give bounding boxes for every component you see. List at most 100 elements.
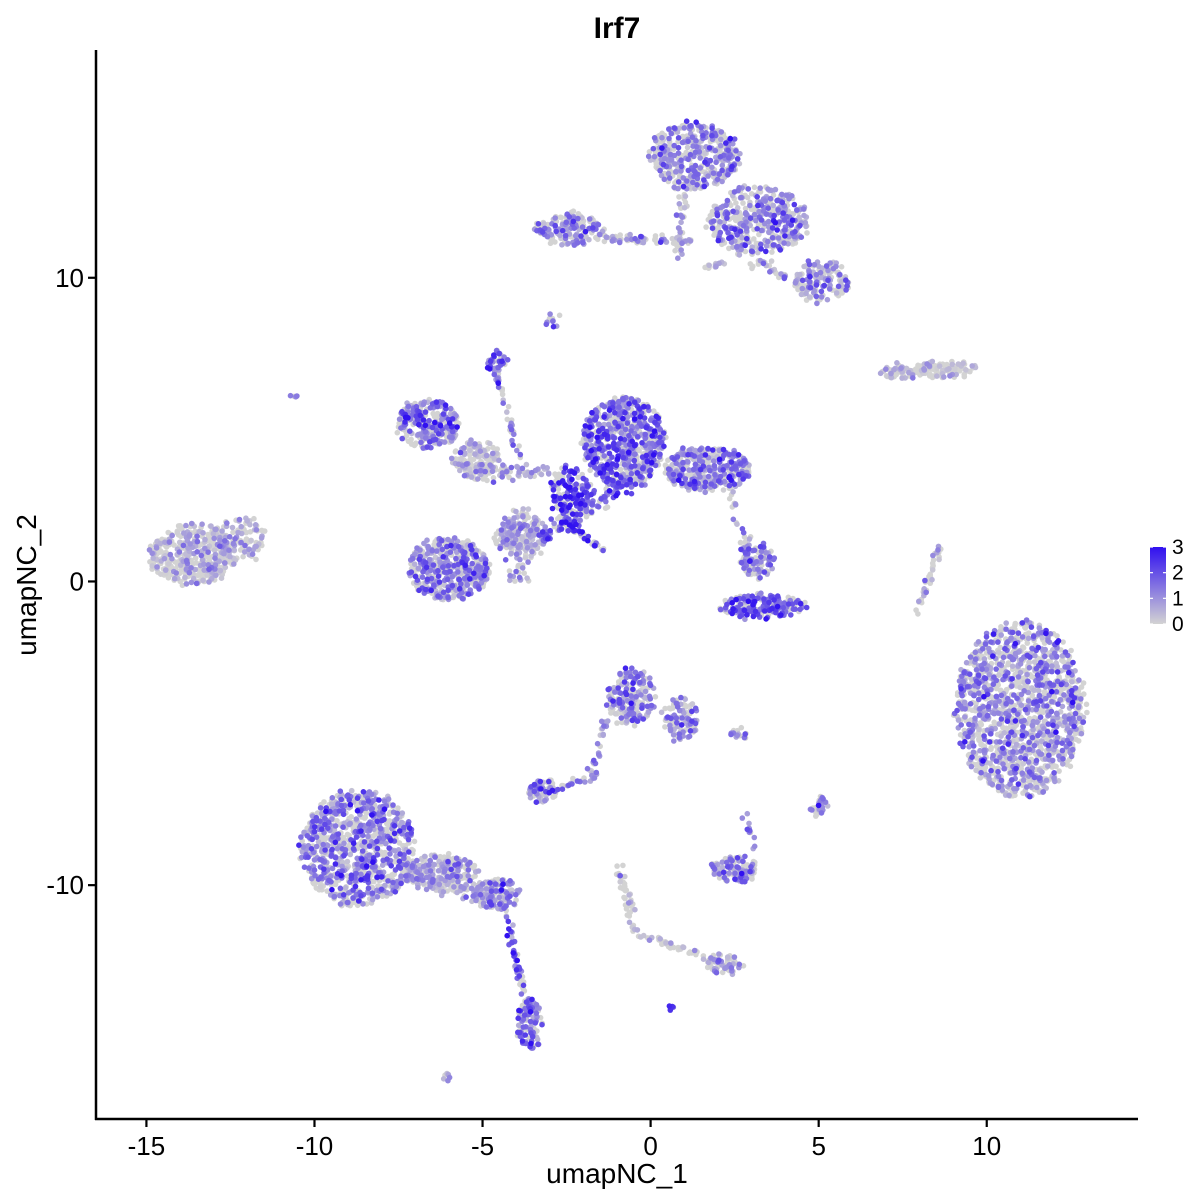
data-point [1068, 647, 1074, 654]
data-point [746, 536, 753, 542]
data-point [342, 885, 349, 891]
data-point [744, 194, 751, 201]
data-point [703, 224, 709, 230]
data-point [1078, 684, 1085, 690]
data-point [259, 527, 265, 534]
data-point [899, 375, 905, 381]
data-point [751, 184, 758, 191]
data-point [1084, 709, 1090, 716]
data-point [929, 567, 936, 573]
data-point [803, 290, 809, 297]
data-point [248, 537, 254, 544]
data-point [751, 236, 757, 242]
data-point [995, 649, 1002, 656]
data-point [1020, 760, 1027, 767]
data-point [672, 247, 678, 254]
data-point [700, 956, 707, 962]
data-point [973, 767, 979, 774]
data-point [361, 815, 368, 821]
data-point [730, 214, 737, 221]
data-point [658, 709, 665, 716]
data-point [513, 508, 519, 515]
data-point [734, 521, 740, 527]
data-point [631, 723, 638, 729]
data-point [1026, 659, 1032, 665]
data-point [682, 193, 689, 199]
data-point [626, 892, 632, 898]
data-point [813, 813, 819, 819]
data-point [174, 529, 181, 536]
data-point [770, 202, 776, 209]
data-point [669, 705, 676, 711]
data-point [1042, 676, 1049, 682]
data-point [457, 467, 463, 474]
data-point [977, 720, 984, 726]
data-point [749, 265, 755, 272]
data-point [946, 366, 952, 372]
data-point [472, 451, 478, 457]
data-point [740, 200, 746, 206]
data-point [411, 838, 418, 845]
data-point [961, 373, 968, 380]
data-point [487, 440, 493, 447]
data-point [1001, 730, 1007, 736]
data-point [437, 853, 444, 860]
data-point [1029, 692, 1036, 699]
data-point [617, 879, 623, 885]
data-point [1036, 687, 1042, 694]
data-point [652, 233, 659, 239]
data-point [504, 409, 510, 415]
data-point [980, 743, 986, 749]
data-point [988, 746, 994, 753]
data-point [797, 271, 803, 278]
data-point [733, 200, 739, 206]
data-point [1056, 768, 1062, 774]
data-point [1040, 709, 1046, 716]
data-point [798, 291, 805, 298]
data-point [468, 474, 475, 480]
data-point [804, 230, 810, 236]
data-point [467, 447, 473, 454]
data-point [1031, 687, 1037, 694]
data-point [637, 934, 644, 940]
data-point [663, 940, 669, 946]
data-point [551, 793, 558, 799]
data-point [484, 477, 490, 484]
data-point [681, 204, 688, 211]
data-point [996, 672, 1002, 678]
data-point [313, 885, 320, 891]
chart-title: Irf7 [594, 12, 641, 45]
data-points [146, 118, 1090, 1084]
data-point [1069, 679, 1075, 685]
data-point [244, 518, 250, 524]
data-point [556, 312, 563, 319]
data-point [1024, 640, 1031, 646]
data-point [421, 853, 428, 860]
data-point [614, 720, 620, 726]
data-point [963, 367, 969, 373]
data-point [1060, 639, 1066, 645]
data-point [976, 736, 982, 743]
data-point [1016, 680, 1022, 686]
data-point [394, 429, 401, 436]
data-point [626, 919, 633, 926]
data-point [520, 506, 526, 512]
data-point [253, 556, 259, 563]
data-point [1054, 663, 1060, 670]
data-point [586, 236, 592, 243]
data-point [678, 219, 684, 226]
data-point [968, 717, 974, 723]
data-point [977, 775, 984, 781]
data-point [344, 858, 351, 865]
data-point [684, 144, 691, 151]
data-point [229, 524, 236, 531]
data-point [348, 814, 355, 820]
data-point [719, 864, 726, 871]
data-point [838, 264, 845, 270]
data-point [833, 290, 840, 296]
data-point [557, 214, 564, 221]
data-point [929, 576, 935, 583]
data-point [411, 442, 418, 449]
data-point [575, 474, 581, 481]
